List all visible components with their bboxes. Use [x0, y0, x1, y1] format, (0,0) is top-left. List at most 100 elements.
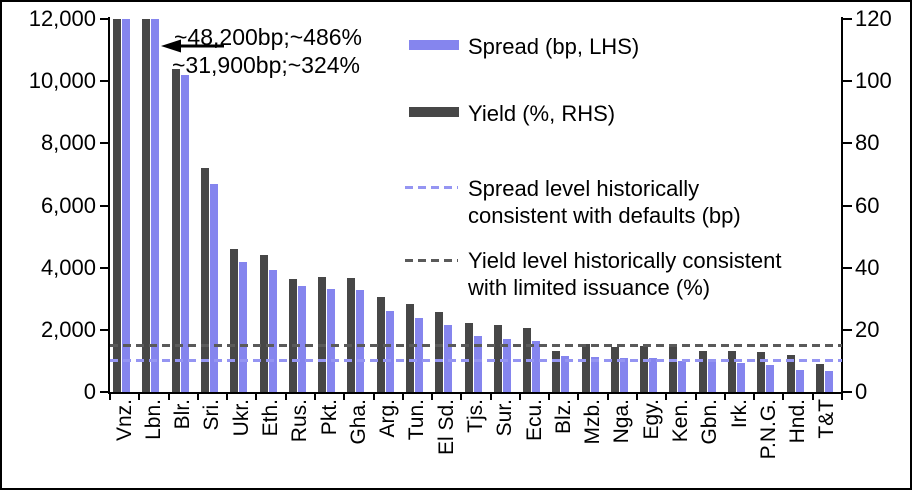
category-label: P.N.G. — [756, 399, 780, 460]
category-label: Ecu. — [522, 399, 546, 442]
yield-bar — [698, 350, 707, 392]
x-axis-tick — [841, 393, 843, 400]
category-slot: Hnd. — [783, 399, 812, 459]
spread-bar — [824, 370, 833, 392]
category-label: Nga. — [610, 399, 634, 444]
yield-bar — [757, 352, 766, 392]
category-slot: Tun. — [403, 399, 432, 459]
category-axis: Vnz. Lbn. Blr. Sri. Ukr. Eth. Rus. Pkt. Gha. Arg.… — [110, 399, 842, 459]
category-label: Eth. — [259, 399, 283, 437]
yield-bar — [552, 351, 561, 392]
category-slot: Rus. — [286, 399, 315, 459]
yield-bar — [318, 276, 327, 392]
spread-bar — [737, 363, 746, 392]
left-axis-tick-label: 10,000 — [28, 68, 96, 94]
spread-default-threshold-line — [110, 359, 842, 363]
spread-bar — [239, 261, 248, 392]
category-label: Sri. — [200, 399, 224, 431]
right-axis-tick-label: 80 — [855, 130, 880, 156]
yield-bar — [464, 322, 473, 392]
x-axis-tick — [606, 393, 609, 400]
category-slot: Blr. — [169, 399, 198, 459]
spread-bar — [209, 183, 218, 392]
category-label: Sur. — [493, 399, 517, 437]
right-axis-tick — [841, 328, 852, 331]
spread-bar — [385, 310, 394, 392]
spread-bar — [561, 356, 570, 392]
yield-bar — [113, 19, 122, 392]
right-axis-tick-label: 0 — [855, 379, 868, 404]
category-slot: El Sd. — [432, 399, 461, 459]
legend-label-spread-threshold: Spread level historically consistent wit… — [468, 176, 741, 228]
x-axis-tick — [782, 393, 785, 400]
left-axis-tick — [100, 80, 110, 83]
yield-bar — [288, 278, 297, 392]
category-label: Gha. — [346, 399, 370, 445]
spread-bar — [122, 19, 131, 392]
category-slot: Gbn. — [696, 399, 725, 459]
left-axis-tick — [100, 328, 110, 331]
category-slot: Vnz. — [110, 399, 139, 459]
yield-bar — [200, 168, 209, 392]
x-axis-tick — [401, 393, 404, 400]
right-axis-tick — [841, 204, 852, 207]
spread-bar — [473, 336, 482, 392]
right-axis-tick — [841, 80, 852, 83]
spread-bar — [532, 340, 541, 392]
annotation-lbn: ~31,900bp;~324% — [172, 52, 361, 78]
spread-bar — [327, 289, 336, 392]
right-axis-tick-label: 100 — [855, 68, 892, 94]
yield-bar — [435, 312, 444, 392]
yield-bar — [640, 345, 649, 392]
x-axis-tick — [255, 393, 258, 400]
left-axis-tick — [100, 204, 110, 207]
x-axis-line — [108, 392, 843, 394]
category-slot: Ken. — [666, 399, 695, 459]
legend-swatch-yield — [409, 107, 459, 117]
yield-bar — [347, 277, 356, 392]
category-label: Ken. — [668, 399, 692, 443]
x-axis-tick — [431, 393, 434, 400]
category-slot: P.N.G. — [754, 399, 783, 459]
legend-swatch-spread — [409, 40, 459, 50]
spread-bar — [180, 74, 189, 392]
category-slot: Ecu. — [520, 399, 549, 459]
category-slot: Tjs. — [461, 399, 490, 459]
x-axis-tick — [548, 393, 551, 400]
category-slot: Mzb. — [579, 399, 608, 459]
spread-bar — [268, 270, 277, 392]
spread-bar — [707, 362, 716, 392]
yield-bar — [786, 355, 795, 392]
category-label: Tjs. — [464, 399, 488, 433]
category-slot: Gha. — [344, 399, 373, 459]
category-label: Mzb. — [581, 399, 605, 445]
x-axis-tick — [196, 393, 199, 400]
x-axis-tick — [284, 393, 287, 400]
category-slot: Eth. — [256, 399, 285, 459]
left-axis-tick-label: 8,000 — [40, 130, 96, 156]
right-axis-tick-label: 40 — [855, 254, 880, 280]
category-label: Ukr. — [229, 399, 253, 437]
category-slot: Sur. — [491, 399, 520, 459]
spread-bar — [356, 290, 365, 392]
category-label: Hnd. — [786, 399, 810, 444]
yield-bar — [581, 344, 590, 392]
x-axis-tick — [577, 393, 580, 400]
category-slot: T&T — [813, 399, 842, 459]
category-label: T&T — [815, 399, 839, 439]
x-axis-tick — [138, 393, 141, 400]
category-label: Arg. — [376, 399, 400, 438]
category-slot: Sri. — [198, 399, 227, 459]
x-axis-tick — [313, 393, 316, 400]
left-axis-tick-label: 12,000 — [28, 6, 96, 31]
spread-bar — [619, 358, 628, 392]
x-axis-tick — [167, 393, 170, 400]
x-axis-tick — [372, 393, 375, 400]
category-slot: Arg. — [374, 399, 403, 459]
category-label: Blr. — [171, 399, 195, 430]
left-axis-tick — [100, 266, 110, 269]
right-axis-tick — [841, 391, 852, 393]
x-axis-tick — [694, 393, 697, 400]
left-axis-tick-label: 0 — [83, 379, 96, 404]
